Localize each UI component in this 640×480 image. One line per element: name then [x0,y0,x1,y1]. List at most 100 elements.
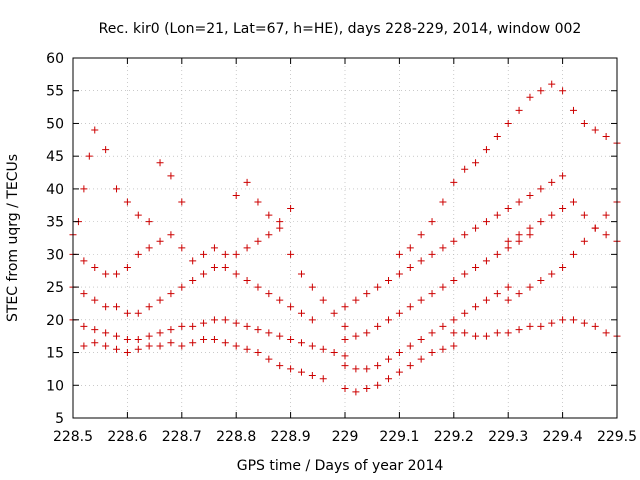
data-point [265,290,273,298]
data-point [341,322,349,330]
data-point [102,329,110,337]
data-point [559,205,567,213]
data-point [189,257,197,265]
data-point [145,244,153,252]
x-axis-label: GPS time / Days of year 2014 [237,458,444,474]
data-point [569,106,577,114]
data-point [548,178,556,186]
data-point [580,237,588,245]
data-point [417,231,425,239]
data-point [341,385,349,393]
data-point [395,349,403,357]
data-points [69,80,621,396]
data-point [156,342,164,350]
x-tick-label: 228.6 [107,429,147,445]
data-point [591,322,599,330]
data-point [493,250,501,258]
series-arc-6 [232,178,349,330]
data-point [602,133,610,141]
data-point [450,277,458,285]
data-point [297,339,305,347]
data-point [123,309,131,317]
data-point [308,316,316,324]
data-point [123,263,131,271]
data-point [297,309,305,317]
data-point [91,339,99,347]
data-point [221,316,229,324]
data-point [319,375,327,383]
data-point [243,322,251,330]
data-point [385,277,393,285]
y-tick-label: 40 [46,182,64,198]
data-point [450,342,458,350]
data-point [243,345,251,353]
data-point [482,218,490,226]
data-point [80,342,88,350]
data-point [210,244,218,252]
x-tick-label: 229.4 [543,429,583,445]
series-arc-5 [80,335,327,383]
data-point [221,339,229,347]
data-point [319,296,327,304]
data-point [123,349,131,357]
x-tick-label: 228.8 [216,429,256,445]
data-point [395,250,403,258]
data-point [515,237,523,245]
data-point [548,270,556,278]
data-point [363,329,371,337]
data-point [265,211,273,219]
data-point [297,270,305,278]
data-point [439,244,447,252]
data-point [145,303,153,311]
data-point [189,322,197,330]
data-point [276,218,284,226]
x-tick-label: 228.5 [53,429,93,445]
data-point [515,106,523,114]
data-point [537,87,545,95]
data-point [134,309,142,317]
data-point [341,335,349,343]
series-arc-8 [341,283,512,373]
x-tick-label: 229.3 [488,429,528,445]
data-point [341,303,349,311]
series-arc-10 [341,172,567,311]
data-point [406,303,414,311]
data-point [482,296,490,304]
data-point [428,250,436,258]
data-point [450,237,458,245]
data-point [265,355,273,363]
data-point [134,335,142,343]
data-point [439,283,447,291]
data-point [254,349,262,357]
data-point [526,191,534,199]
y-tick-label: 25 [46,280,64,296]
data-point [385,316,393,324]
data-point [504,205,512,213]
data-point [548,211,556,219]
data-point [450,329,458,337]
data-point [450,316,458,324]
data-point [276,332,284,340]
data-point [515,198,523,206]
data-point [428,349,436,357]
data-point [232,342,240,350]
data-point [515,231,523,239]
data-point [591,224,599,232]
axis-ticks: 228.5 228.6 228.7 228.8 228.9 229 229.1 229.2 22… [46,51,637,445]
data-point [395,309,403,317]
data-point [297,368,305,376]
data-point [308,342,316,350]
data-point [167,290,175,298]
data-point [580,319,588,327]
data-point [537,322,545,330]
data-point [232,319,240,327]
data-point [189,339,197,347]
data-point [200,250,208,258]
data-point [85,152,93,160]
data-point [439,345,447,353]
data-point [123,198,131,206]
data-point [113,332,121,340]
y-tick-label: 5 [55,411,64,427]
x-tick-label: 228.7 [162,429,202,445]
